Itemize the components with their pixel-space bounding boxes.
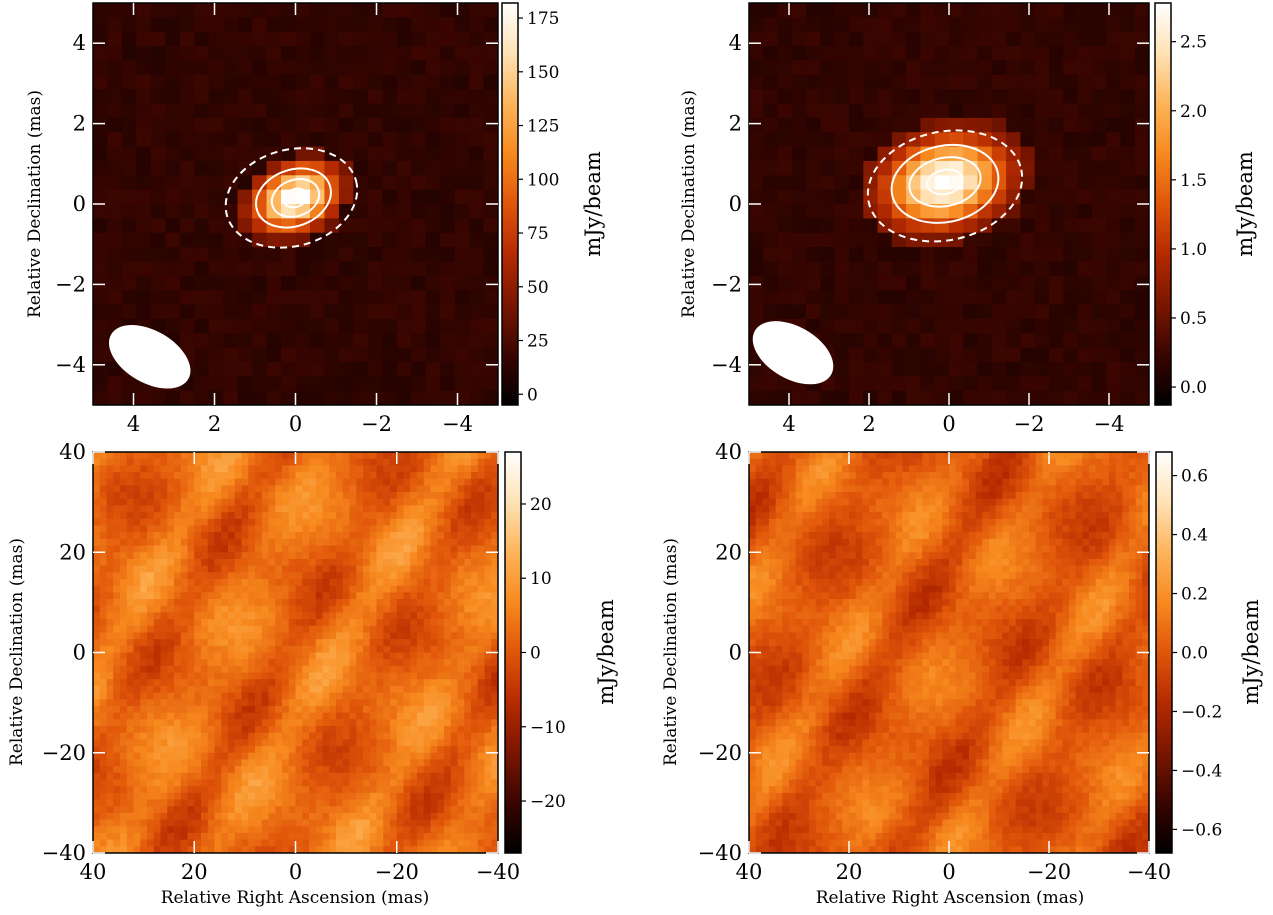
x-tick-label: −4 <box>442 412 473 436</box>
contour-3 <box>282 187 309 209</box>
colorbar-tick-label: 75 <box>527 224 549 244</box>
contour-3 <box>926 168 964 196</box>
contour-2 <box>270 178 321 218</box>
heatmap-image <box>749 3 1149 405</box>
y-tick-label: −4 <box>711 353 742 377</box>
y-axis-title: Relative Declination (mas) <box>25 90 45 318</box>
colorbar-tick-label: 20 <box>530 495 552 515</box>
colorbar-tick-label: −0.2 <box>1181 702 1222 722</box>
colorbar-tick-label: 0.5 <box>1180 309 1207 329</box>
panel-bottom-right: 40 20 0 −20 −40 −40 −20 0 20 40 Relative Declinati… <box>661 440 1263 908</box>
x-tick-label: 40 <box>736 860 763 884</box>
contour-1 <box>255 167 332 229</box>
y-tick-label: 40 <box>59 440 86 464</box>
colorbar-tick-label: 125 <box>527 117 559 137</box>
x-tick-label: 0 <box>942 860 955 884</box>
y-tick-label: 20 <box>59 540 86 564</box>
y-tick-label: −4 <box>55 353 86 377</box>
colorbar-tick-label: −0.6 <box>1181 820 1222 840</box>
x-tick-label: 20 <box>181 860 208 884</box>
y-tick-label: 0 <box>73 192 86 216</box>
colorbar <box>501 2 519 406</box>
y-axis-title: Relative Declination (mas) <box>661 538 681 766</box>
beam-ellipse <box>108 325 191 389</box>
y-tick-label: −2 <box>711 272 742 296</box>
x-tick-label: 2 <box>862 412 875 436</box>
y-tick-label: 0 <box>729 192 742 216</box>
x-tick-label: 0 <box>289 860 302 884</box>
colorbar-tick-label: 1.0 <box>1180 240 1207 260</box>
panel-top-left: 4 2 0 −2 −4 −4 −2 0 2 4 Relative Declination (mas)… <box>25 2 605 436</box>
x-axis-title: Relative Right Ascension (mas) <box>816 888 1085 908</box>
y-axis-title: Relative Declination (mas) <box>7 538 27 766</box>
y-tick-label: 4 <box>729 31 742 55</box>
contour-0 <box>224 147 359 249</box>
x-tick-label: −20 <box>375 860 419 884</box>
heatmap-image <box>93 452 498 853</box>
colorbar-tick-label: 25 <box>527 332 549 352</box>
contour-0 <box>866 129 1024 243</box>
y-tick-label: 2 <box>729 112 742 136</box>
colorbar-tick-label: 0.6 <box>1181 467 1208 487</box>
colorbar-tick-label: 2.0 <box>1180 102 1207 122</box>
beam-ellipse <box>752 321 834 385</box>
colorbar-tick-label: 1.5 <box>1180 171 1207 191</box>
colorbar-tick-label: −0.4 <box>1181 761 1222 781</box>
x-tick-label: −40 <box>1127 860 1171 884</box>
y-tick-label: 20 <box>715 540 742 564</box>
x-tick-label: −40 <box>476 860 520 884</box>
x-tick-label: 0 <box>942 412 955 436</box>
x-tick-label: −20 <box>1027 860 1071 884</box>
colorbar-tick-label: 2.5 <box>1180 33 1207 53</box>
y-tick-label: −40 <box>42 841 86 865</box>
x-tick-label: −2 <box>1014 412 1045 436</box>
colorbar-tick-label: 0 <box>527 385 538 405</box>
colorbar-tick-label: −10 <box>530 718 566 738</box>
colorbar-tick-label: 0.0 <box>1181 644 1208 664</box>
panel-top-right: 4 2 0 −2 −4 −4 −2 0 2 4 Relative Declination (mas)… <box>679 2 1257 436</box>
y-tick-label: 4 <box>73 31 86 55</box>
colorbar-title: mJy/beam <box>1233 151 1257 257</box>
y-tick-label: 0 <box>73 641 86 665</box>
y-tick-label: 40 <box>715 440 742 464</box>
x-tick-label: 4 <box>782 412 795 436</box>
colorbar <box>1154 2 1172 406</box>
x-tick-label: 0 <box>289 412 302 436</box>
x-axis-title: Relative Right Ascension (mas) <box>161 888 430 908</box>
panel-bottom-left: 40 20 0 −20 −40 −40 −20 0 20 40 Relative Declinati… <box>7 440 618 908</box>
contour-2 <box>908 156 982 208</box>
contour-1 <box>890 143 1000 224</box>
colorbar-tick-label: −20 <box>530 792 566 812</box>
y-tick-label: −2 <box>55 272 86 296</box>
y-tick-label: −20 <box>698 741 742 765</box>
colorbar-tick-label: 50 <box>527 278 549 298</box>
colorbar-tick-label: 175 <box>527 9 559 29</box>
x-tick-label: 2 <box>208 412 221 436</box>
colorbar-tick-label: 0.4 <box>1181 526 1208 546</box>
x-tick-label: −4 <box>1094 412 1125 436</box>
colorbar-tick-label: 0.2 <box>1181 585 1208 605</box>
x-tick-label: 4 <box>127 412 140 436</box>
colorbar-title: mJy/beam <box>594 599 618 705</box>
y-axis-title: Relative Declination (mas) <box>679 90 699 318</box>
y-tick-label: 2 <box>73 112 86 136</box>
heatmap-image <box>93 3 498 405</box>
colorbar-tick-label: 100 <box>527 170 559 190</box>
x-tick-label: 20 <box>836 860 863 884</box>
colorbar <box>504 451 522 854</box>
y-tick-label: 0 <box>729 641 742 665</box>
colorbar-tick-label: 10 <box>530 569 552 589</box>
y-tick-label: −20 <box>42 741 86 765</box>
colorbar <box>1155 451 1173 854</box>
colorbar-tick-label: 0 <box>530 644 541 664</box>
x-tick-label: 40 <box>80 860 107 884</box>
colorbar-tick-label: 150 <box>527 63 559 83</box>
colorbar-title: mJy/beam <box>581 151 605 257</box>
x-tick-label: −2 <box>361 412 392 436</box>
colorbar-tick-label: 0.0 <box>1180 378 1207 398</box>
heatmap-image <box>749 452 1149 853</box>
colorbar-title: mJy/beam <box>1239 599 1263 705</box>
y-tick-label: −40 <box>698 841 742 865</box>
